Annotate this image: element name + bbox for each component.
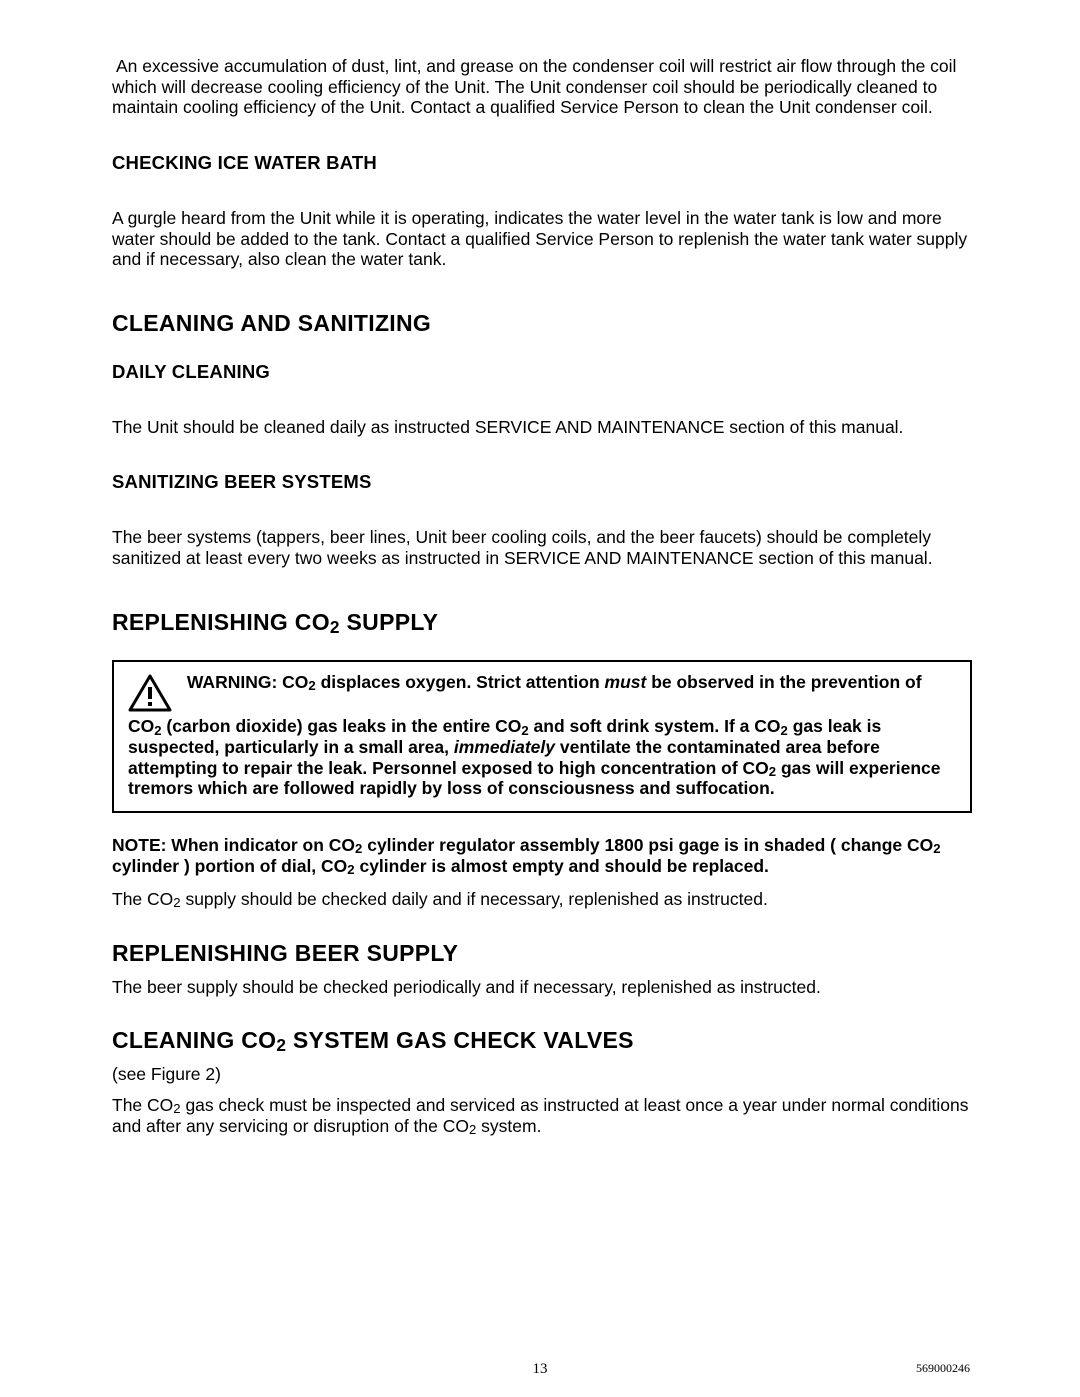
cleaning-co2-valves-heading: CLEANING CO2 SYSTEM GAS CHECK VALVES <box>112 1027 972 1054</box>
warning-seg: and soft drink system. If a CO <box>529 716 781 736</box>
sanitizing-beer-text: The beer systems (tappers, beer lines, U… <box>112 527 972 568</box>
subscript-2: 2 <box>173 895 180 910</box>
warning-seg: (carbon dioxide) gas leaks in the entire… <box>162 716 522 736</box>
note-seg: cylinder is almost empty and should be r… <box>355 856 769 876</box>
warning-italic: must <box>605 672 647 692</box>
heading-seg: CLEANING CO <box>112 1027 276 1053</box>
cleaning-sanitizing-heading: CLEANING AND SANITIZING <box>112 310 972 337</box>
subscript-2: 2 <box>521 723 528 738</box>
heading-text-pre: REPLENISHING CO <box>112 609 330 635</box>
document-id: 569000246 <box>916 1361 970 1376</box>
warning-box: WARNING: CO2 displaces oxygen. Strict at… <box>112 660 972 813</box>
see-figure-text: (see Figure 2) <box>112 1064 972 1085</box>
subscript-2: 2 <box>173 1101 180 1116</box>
text-seg: The CO <box>112 889 173 909</box>
subscript-2: 2 <box>330 617 340 637</box>
sanitizing-beer-heading: SANITIZING BEER SYSTEMS <box>112 471 972 493</box>
subscript-2: 2 <box>276 1035 286 1055</box>
subscript-2: 2 <box>355 841 362 856</box>
subscript-2: 2 <box>933 841 940 856</box>
note-seg: NOTE: When indicator on CO <box>112 835 355 855</box>
subscript-2: 2 <box>781 723 788 738</box>
checking-text: A gurgle heard from the Unit while it is… <box>112 208 972 270</box>
text-seg: supply should be checked daily and if ne… <box>181 889 768 909</box>
co2-supply-text: The CO2 supply should be checked daily a… <box>112 889 972 910</box>
daily-cleaning-heading: DAILY CLEANING <box>112 361 972 383</box>
warning-seg: WARNING: CO <box>187 672 309 692</box>
heading-seg: SYSTEM GAS CHECK VALVES <box>286 1027 634 1053</box>
replenishing-beer-heading: REPLENISHING BEER SUPPLY <box>112 940 972 967</box>
checking-ice-water-bath-heading: CHECKING ICE WATER BATH <box>112 152 972 174</box>
heading-text-post: SUPPLY <box>340 609 438 635</box>
subscript-2: 2 <box>769 764 776 779</box>
subscript-2: 2 <box>308 678 315 693</box>
replenishing-beer-text: The beer supply should be checked period… <box>112 977 972 998</box>
valves-body-text: The CO2 gas check must be inspected and … <box>112 1095 972 1136</box>
daily-cleaning-text: The Unit should be cleaned daily as inst… <box>112 417 972 438</box>
subscript-2: 2 <box>154 723 161 738</box>
subscript-2: 2 <box>469 1122 476 1137</box>
warning-italic: immediately <box>454 737 555 757</box>
note-text: NOTE: When indicator on CO2 cylinder reg… <box>112 835 972 877</box>
text-seg: system. <box>476 1116 541 1136</box>
page-content: An excessive accumulation of dust, lint,… <box>0 0 1080 1136</box>
note-seg: cylinder ) portion of dial, CO <box>112 856 347 876</box>
note-seg: cylinder regulator assembly 1800 psi gag… <box>362 835 933 855</box>
warning-text: WARNING: CO2 displaces oxygen. Strict at… <box>128 672 940 799</box>
text-seg: The CO <box>112 1095 173 1115</box>
replenishing-co2-heading: REPLENISHING CO2 SUPPLY <box>112 609 972 636</box>
warning-triangle-icon <box>128 674 172 717</box>
subscript-2: 2 <box>347 862 354 877</box>
intro-paragraph: An excessive accumulation of dust, lint,… <box>112 56 972 118</box>
warning-seg: displaces oxygen. Strict attention <box>316 672 605 692</box>
